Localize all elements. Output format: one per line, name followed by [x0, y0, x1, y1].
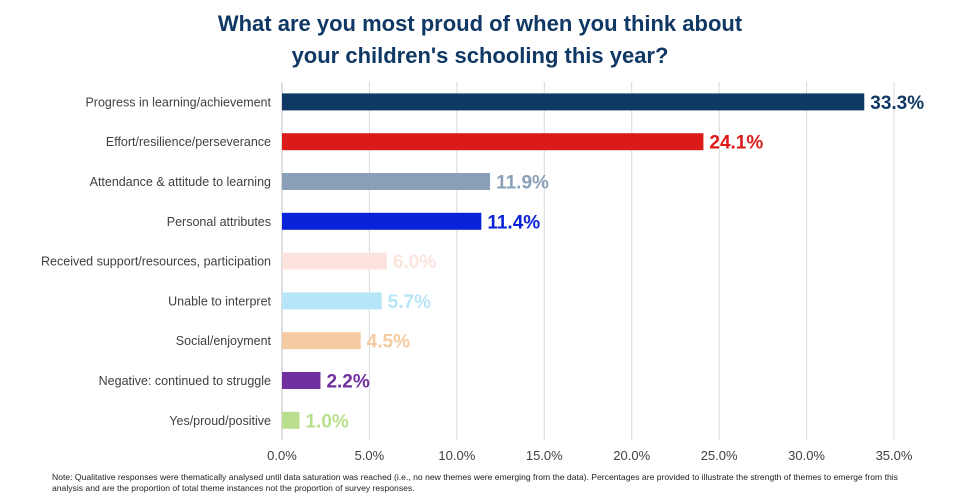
x-tick-label: 10.0%	[438, 448, 475, 463]
x-tick-label: 5.0%	[355, 448, 385, 463]
bar	[282, 252, 387, 270]
chart-title-line-1: What are you most proud of when you thin…	[217, 11, 743, 36]
value-label: 6.0%	[393, 252, 436, 273]
value-label: 4.5%	[367, 332, 410, 353]
x-tick-label: 15.0%	[526, 448, 563, 463]
value-label: 33.3%	[870, 93, 924, 114]
bar	[282, 411, 300, 429]
category-label: Yes/proud/positive	[169, 414, 271, 428]
value-label: 1.0%	[305, 411, 348, 432]
value-label: 2.2%	[326, 372, 369, 393]
bar	[282, 173, 491, 190]
bar	[282, 93, 865, 111]
bar	[282, 133, 704, 151]
chart-title: What are you most proud of when you thin…	[0, 8, 960, 72]
category-label: Negative: continued to struggle	[99, 374, 271, 388]
category-label: Progress in learning/achievement	[85, 95, 271, 109]
x-tick-label: 30.0%	[788, 448, 825, 463]
category-label: Unable to interpret	[168, 294, 271, 308]
category-label: Personal attributes	[167, 215, 271, 229]
bar-chart: 0.0% 5.0% 10.0% 15.0% 20.0% 25.0% 30.0% 35.0% Pr…	[41, 82, 924, 463]
category-label: Received support/resources, participatio…	[41, 255, 271, 269]
value-label: 11.4%	[487, 212, 540, 233]
bar	[282, 372, 321, 389]
footnote: Note: Qualitative responses were themati…	[52, 472, 898, 493]
x-tick-label: 25.0%	[701, 448, 738, 463]
value-label: 5.7%	[388, 292, 431, 313]
chart-title-line-2: your children's schooling this year?	[291, 43, 669, 68]
bar	[282, 332, 361, 350]
x-tick-label: 0.0%	[267, 448, 297, 463]
value-label: 24.1%	[709, 133, 763, 154]
category-label: Effort/resilience/perseverance	[106, 135, 271, 149]
category-label: Attendance & attitude to learning	[90, 175, 271, 189]
x-tick-label: 20.0%	[613, 448, 650, 463]
x-tick-label: 35.0%	[876, 448, 913, 463]
bar	[282, 292, 382, 310]
value-label: 11.9%	[496, 173, 549, 194]
bar	[282, 212, 482, 230]
category-label: Social/enjoyment	[176, 334, 272, 348]
